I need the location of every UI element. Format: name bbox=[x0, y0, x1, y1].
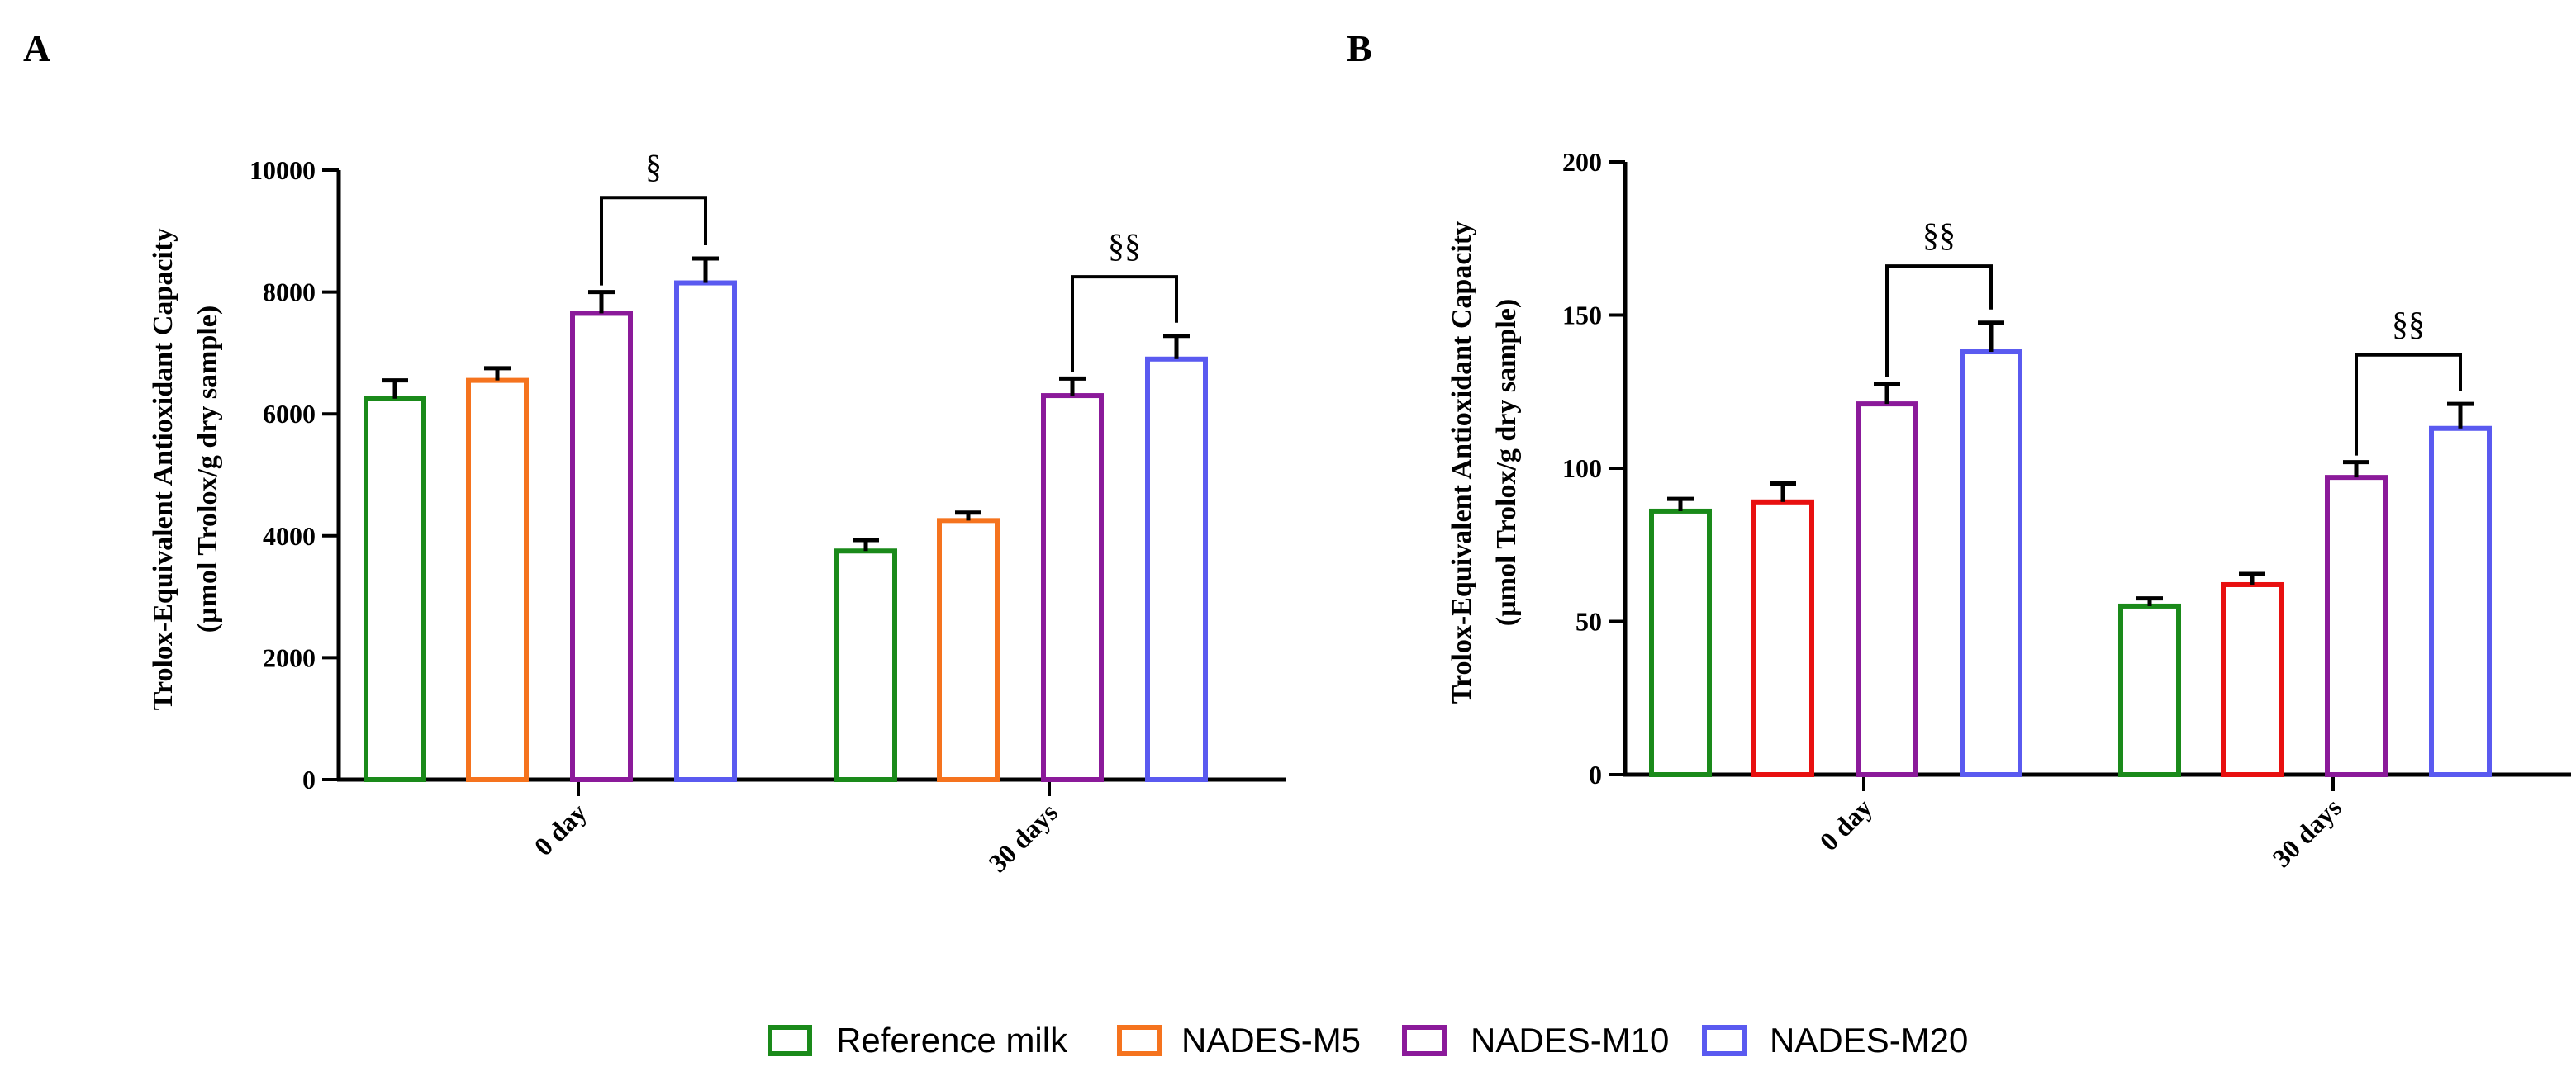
panel-a-y-tick-label: 8000 bbox=[263, 277, 316, 307]
panel-a-x-tick-label: 0 day bbox=[528, 797, 592, 861]
panel-b-y-tick-label: 150 bbox=[1562, 301, 1602, 330]
panel-a-x-tick-label: 30 days bbox=[982, 797, 1063, 878]
legend-swatch-nades-m5 bbox=[1117, 1025, 1162, 1056]
panel-a-y-tick-label: 4000 bbox=[263, 521, 316, 551]
legend-swatch-nades-m20 bbox=[1702, 1025, 1747, 1056]
panel-a-significance-bracket bbox=[600, 196, 707, 286]
panel-b-y-tick-label: 0 bbox=[1589, 760, 1602, 789]
panel-b-bar bbox=[2429, 425, 2492, 778]
panel-a-bar bbox=[1145, 356, 1208, 782]
panel-a-letter: A bbox=[23, 27, 50, 69]
panel-b-significance-bracket bbox=[1885, 264, 1993, 377]
legend-label-nades-m20: NADES-M20 bbox=[1770, 1021, 1968, 1060]
panel-a-y-tick-label: 0 bbox=[302, 765, 316, 794]
panel-a-bar bbox=[570, 311, 633, 782]
panel-b-bar bbox=[1649, 508, 1712, 777]
panel-a-bar bbox=[1041, 393, 1104, 782]
panel-b-significance-label: §§ bbox=[1922, 216, 1956, 254]
panel-a-bar bbox=[834, 548, 897, 782]
panel-b-bar bbox=[2221, 581, 2284, 777]
panel-a-ylabel-line2: (µmol Trolox/g dry sample) bbox=[192, 306, 223, 633]
legend: Reference milk NADES-M5 NADES-M10 NADES-… bbox=[768, 1021, 1968, 1060]
panel-a-y-tick-label: 2000 bbox=[263, 642, 316, 672]
panel-b-y-tick-label: 200 bbox=[1562, 147, 1602, 177]
panel-a-y-tick-label: 10000 bbox=[250, 155, 316, 185]
panel-b-bar bbox=[2325, 475, 2388, 777]
panel-a-y-tick-label: 6000 bbox=[263, 399, 316, 429]
legend-label-nades-m10: NADES-M10 bbox=[1471, 1021, 1669, 1060]
panel-a-significance-label: §§ bbox=[1108, 227, 1141, 264]
panel-b-plot: 0 50 100 150 200 0 day 30 days §§ §§ bbox=[1562, 147, 2571, 873]
panel-b-y-tick-label: 50 bbox=[1576, 607, 1602, 637]
legend-swatch-nades-m10 bbox=[1402, 1025, 1447, 1056]
panel-a-significance-label: § bbox=[645, 148, 662, 185]
legend-label-nades-m5: NADES-M5 bbox=[1181, 1021, 1361, 1060]
panel-b-significance-label: §§ bbox=[2392, 306, 2425, 343]
legend-label-reference-milk: Reference milk bbox=[836, 1021, 1068, 1060]
panel-b-y-tick-label: 100 bbox=[1562, 453, 1602, 483]
panel-b-x-tick-label: 30 days bbox=[2266, 792, 2347, 873]
panel-b-x-tick-label: 0 day bbox=[1813, 792, 1878, 856]
panel-b-letter: B bbox=[1347, 27, 1372, 69]
panel-a-bar bbox=[937, 518, 1000, 782]
panel-a-ylabel-line1: Trolox-Equivalent Antioxidant Capacity bbox=[148, 228, 178, 710]
panel-b-significance-bracket bbox=[2355, 353, 2462, 456]
panel-a-bar bbox=[364, 396, 426, 782]
panel-b-ylabel-line1: Trolox-Equivalent Antioxidant Capacity bbox=[1447, 221, 1477, 704]
panel-b-bar bbox=[1960, 349, 2022, 777]
panel-b-bar bbox=[1856, 401, 1918, 777]
panel-b-bar bbox=[1751, 499, 1814, 777]
panel-b-ylabel-line2: (µmol Trolox/g dry sample) bbox=[1491, 299, 1522, 626]
panel-b-bar bbox=[2118, 603, 2181, 778]
legend-swatch-reference-milk bbox=[768, 1025, 812, 1056]
panel-a-significance-bracket bbox=[1071, 275, 1178, 372]
panel-a-bar bbox=[466, 377, 529, 782]
panel-a-bar bbox=[674, 280, 737, 782]
